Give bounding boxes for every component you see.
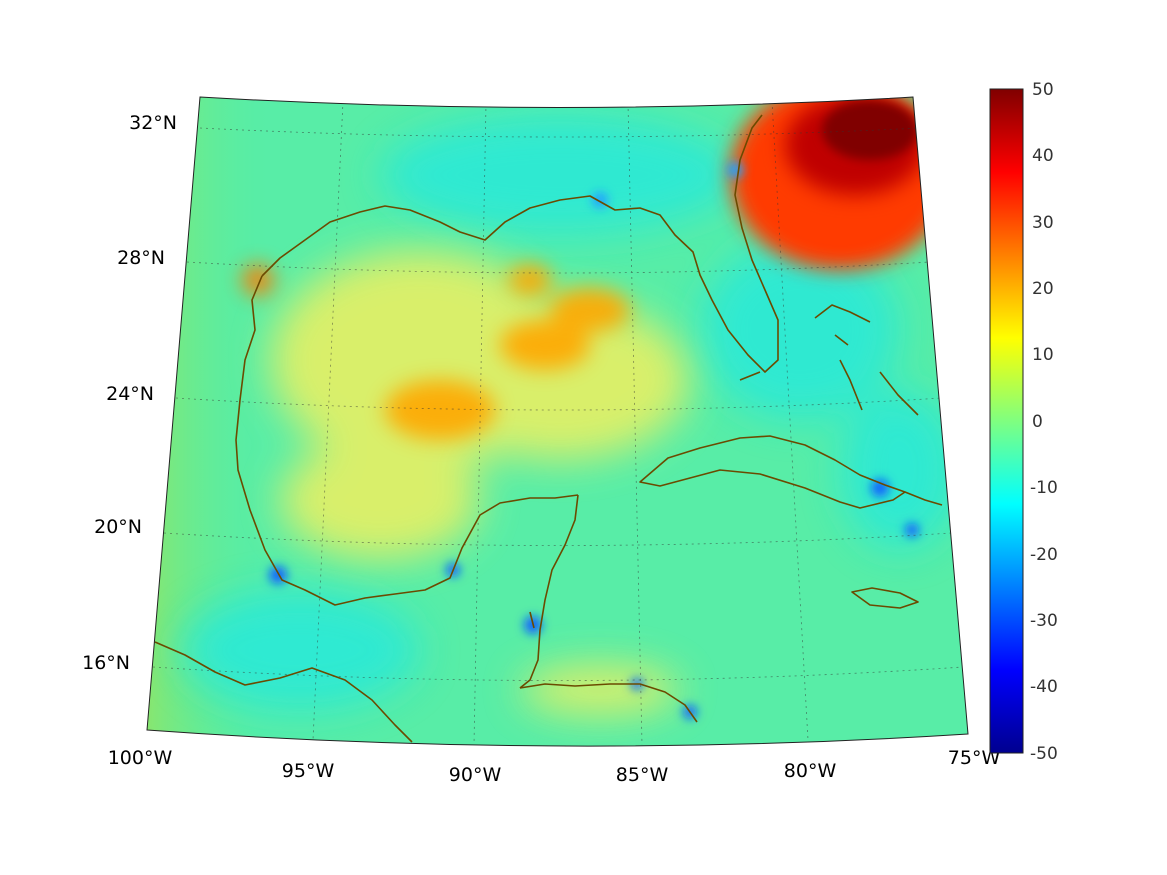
lon-label-75w: 75°W xyxy=(948,747,1001,769)
bahamas xyxy=(814,304,919,416)
jamaica xyxy=(851,587,919,609)
lon-label-80w: 80°W xyxy=(784,760,837,782)
lat-labels: 32°N 28°N 24°N 20°N 16°N xyxy=(82,112,177,674)
florida-keys xyxy=(739,371,761,381)
lat-label-32n: 32°N xyxy=(129,112,177,134)
graticule xyxy=(152,100,964,746)
lat-label-28n: 28°N xyxy=(117,247,165,269)
lon-label-100w: 100°W xyxy=(108,747,173,769)
gulf-coast-north xyxy=(261,114,779,373)
lat-label-20n: 20°N xyxy=(94,516,142,538)
map-frame xyxy=(146,96,969,747)
cb-tick-30: 30 xyxy=(1032,213,1054,233)
lat-label-24n: 24°N xyxy=(106,383,154,405)
cb-tick-neg20: -20 xyxy=(1030,545,1058,565)
cb-tick-neg50: -50 xyxy=(1030,744,1058,764)
colorbar-tick-labels: 50 40 30 20 10 0 -10 -20 -30 -40 -50 xyxy=(1030,80,1058,764)
colorbar-gradient xyxy=(989,88,1024,754)
cb-tick-neg10: -10 xyxy=(1030,478,1058,498)
hispaniola xyxy=(904,491,943,506)
colorbar: 50 40 30 20 10 0 -10 -20 -30 -40 -50 xyxy=(989,80,1058,764)
field-layer xyxy=(147,97,968,747)
lon-label-85w: 85°W xyxy=(616,764,669,786)
cyan-patches xyxy=(180,115,960,710)
yucatan-east-coast xyxy=(519,494,579,689)
mexico-gulf-coast xyxy=(235,275,579,606)
cb-tick-neg40: -40 xyxy=(1030,677,1058,697)
coastlines xyxy=(154,114,943,743)
atlantic-hot-anomaly xyxy=(730,97,950,270)
yellow-patches xyxy=(270,250,690,715)
cb-tick-20: 20 xyxy=(1032,279,1054,299)
orange-patches xyxy=(242,264,630,440)
cb-tick-neg30: -30 xyxy=(1030,611,1058,631)
lat-label-16n: 16°N xyxy=(82,652,130,674)
cozumel xyxy=(529,611,535,629)
cb-tick-40: 40 xyxy=(1032,146,1054,166)
cb-tick-10: 10 xyxy=(1032,345,1054,365)
pacific-coast xyxy=(154,641,413,743)
central-america-coast xyxy=(519,683,698,723)
lon-label-90w: 90°W xyxy=(449,764,502,786)
cb-tick-50: 50 xyxy=(1032,80,1054,100)
lon-labels: 100°W 95°W 90°W 85°W 80°W 75°W xyxy=(108,747,1001,786)
cb-tick-0: 0 xyxy=(1032,412,1043,432)
lon-label-95w: 95°W xyxy=(282,760,335,782)
